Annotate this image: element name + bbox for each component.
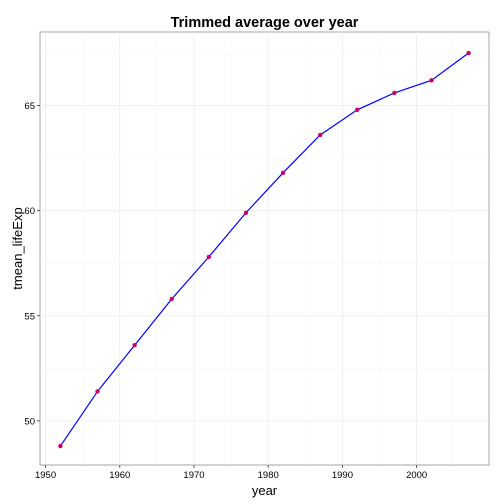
x-tick-label: 1990 <box>332 470 353 481</box>
major-gridlines <box>40 32 489 465</box>
y-tick-label: 60 <box>24 206 35 217</box>
x-tick-label: 1950 <box>35 470 56 481</box>
y-axis-label: tmean_lifeExp <box>10 207 25 289</box>
x-tick-label: 1980 <box>258 470 279 481</box>
y-tick-label: 65 <box>24 101 35 112</box>
x-tick-label: 1970 <box>183 470 204 481</box>
data-point <box>429 78 434 83</box>
series-lines <box>59 52 469 447</box>
chart-title: Trimmed average over year <box>171 15 359 31</box>
data-point <box>58 443 63 449</box>
series-points <box>58 50 471 449</box>
data-point <box>95 389 100 394</box>
data-point <box>466 50 471 56</box>
x-axis: 1950 1960 1970 1980 1990 2000 <box>35 465 427 481</box>
data-point <box>355 107 360 112</box>
data-point <box>169 296 174 302</box>
y-tick-label: 55 <box>24 311 35 322</box>
y-axis: 50 55 60 65 <box>24 101 40 427</box>
data-point <box>243 210 249 215</box>
series-line <box>59 52 469 447</box>
plot-panel <box>39 31 490 466</box>
x-axis-label: year <box>252 483 278 498</box>
x-tick-label: 1960 <box>109 470 130 481</box>
data-point <box>392 90 397 96</box>
y-tick-label: 50 <box>24 416 35 427</box>
x-tick-label: 2000 <box>406 470 427 481</box>
data-point <box>280 170 286 176</box>
data-point <box>206 254 212 260</box>
data-point <box>132 342 137 348</box>
minor-gridlines <box>40 32 489 465</box>
data-point <box>317 132 323 138</box>
